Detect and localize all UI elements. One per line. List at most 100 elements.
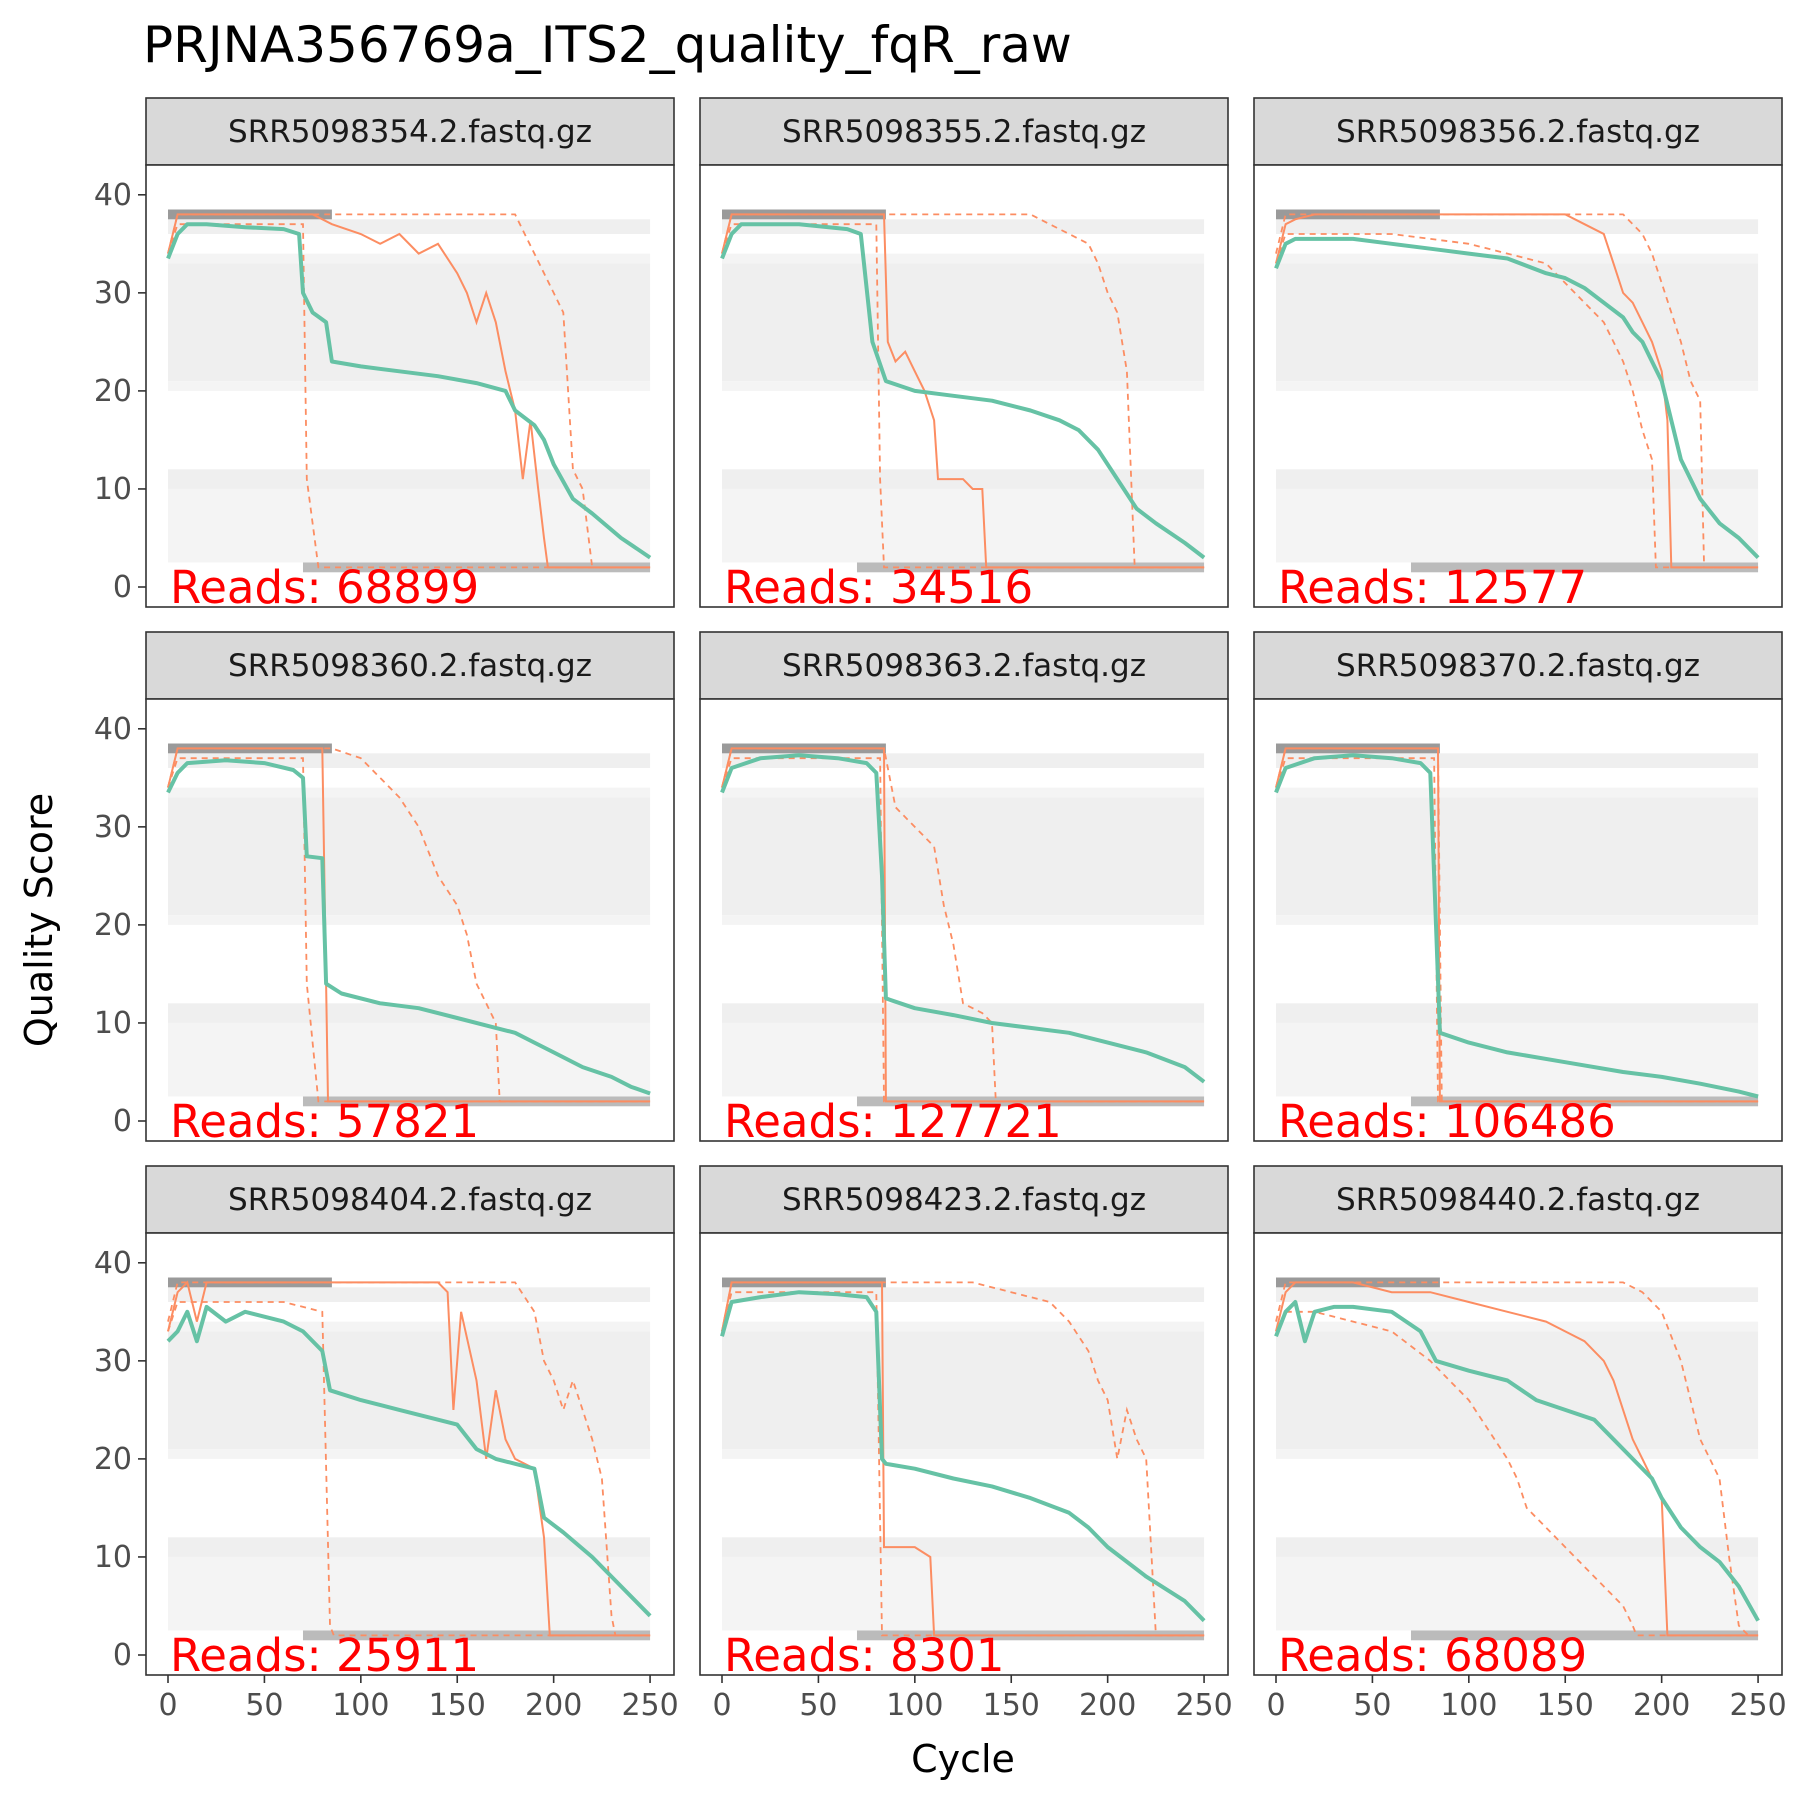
facet-panel: SRR5098440.2.fastq.gz Reads: 68089 0 50 100 1… xyxy=(1253,1165,1787,1723)
panel-border xyxy=(145,698,675,1142)
y-tick-label: 20 xyxy=(94,374,132,409)
y-tick-label: 30 xyxy=(94,810,132,845)
q75-line xyxy=(167,1281,651,1637)
heatmap-band xyxy=(168,753,651,769)
heatmap-band xyxy=(168,253,651,264)
y-tick-label: 30 xyxy=(94,276,132,311)
quality-heatmap xyxy=(722,209,1205,573)
heatmap-band xyxy=(168,488,651,563)
mean-line xyxy=(1274,753,1759,1099)
y-tick-label: 0 xyxy=(113,1638,132,1673)
heatmap-band xyxy=(1276,253,1759,264)
panel-border xyxy=(145,164,675,608)
heatmap-band xyxy=(1276,1287,1759,1303)
heatmap-band xyxy=(722,263,1205,382)
heatmap-band xyxy=(1276,787,1759,798)
mean-line xyxy=(720,753,1206,1084)
panel-border xyxy=(699,1232,1229,1676)
panel-border xyxy=(699,698,1229,1142)
reads-count-label: Reads: 68899 xyxy=(170,561,479,614)
x-tick-label: 150 xyxy=(429,1688,486,1723)
q75-line xyxy=(721,213,1205,569)
y-tick-label: 40 xyxy=(94,1246,132,1281)
heatmap-band xyxy=(1276,488,1759,563)
facet-panel: SRR5098363.2.fastq.gz Reads: 127721 xyxy=(699,631,1229,1148)
facet-strip xyxy=(145,631,675,700)
q75-line xyxy=(721,1281,1205,1637)
q25-line xyxy=(1275,1310,1759,1637)
x-tick-label: 0 xyxy=(1266,1688,1285,1723)
q25-line xyxy=(167,1301,651,1637)
panel-border xyxy=(1253,698,1783,1142)
heatmap-band xyxy=(722,797,1205,916)
median-line xyxy=(1275,1281,1759,1637)
reads-count-label: Reads: 68089 xyxy=(1278,1629,1587,1682)
y-tick-label: 40 xyxy=(94,178,132,213)
quality-heatmap xyxy=(168,1277,651,1641)
reads-count-label: Reads: 8301 xyxy=(724,1629,1005,1682)
heatmap-band xyxy=(1276,1321,1759,1332)
x-tick-label: 200 xyxy=(1079,1688,1136,1723)
y-tick-label: 20 xyxy=(94,1442,132,1477)
reads-count-label: Reads: 25911 xyxy=(170,1629,479,1682)
heatmap-band xyxy=(722,1287,1205,1303)
heatmap-band xyxy=(722,1331,1205,1450)
q25-line xyxy=(721,1291,1205,1637)
heatmap-band xyxy=(168,797,651,916)
facet-strip-label: SRR5098440.2.fastq.gz xyxy=(1336,1182,1700,1218)
median-line xyxy=(1275,747,1759,1103)
quality-heatmap xyxy=(1276,1277,1759,1641)
facet-strip-label: SRR5098404.2.fastq.gz xyxy=(228,1182,592,1218)
facet-strip-label: SRR5098355.2.fastq.gz xyxy=(782,114,1146,150)
quality-heatmap xyxy=(168,209,651,573)
x-tick-label: 100 xyxy=(1440,1688,1497,1723)
facet-panel: SRR5098404.2.fastq.gz Reads: 25911 0 10 20 30… xyxy=(94,1165,679,1723)
heatmap-band xyxy=(168,1449,651,1459)
heatmap-band xyxy=(168,1287,651,1303)
facet-strip xyxy=(1253,1165,1783,1234)
x-tick-label: 0 xyxy=(712,1688,731,1723)
heatmap-band xyxy=(1276,1556,1759,1631)
heatmap-band xyxy=(1276,1537,1759,1557)
mean-line xyxy=(720,1290,1206,1623)
panel-border xyxy=(145,1232,675,1676)
y-tick-label: 10 xyxy=(94,1006,132,1041)
panel-border xyxy=(1253,164,1783,608)
heatmap-band xyxy=(722,1449,1205,1459)
mean-line xyxy=(166,222,652,560)
heatmap-band xyxy=(168,1331,651,1450)
x-tick-label: 0 xyxy=(158,1688,177,1723)
quality-heatmap xyxy=(1276,743,1759,1107)
facet-strip-label: SRR5098354.2.fastq.gz xyxy=(228,114,592,150)
facet-panel: SRR5098370.2.fastq.gz Reads: 106486 xyxy=(1253,631,1783,1148)
heatmap-band xyxy=(722,253,1205,264)
heatmap-band xyxy=(168,1022,651,1097)
x-tick-label: 50 xyxy=(245,1688,283,1723)
facet-strip-label: SRR5098360.2.fastq.gz xyxy=(228,648,592,684)
x-tick-label: 250 xyxy=(621,1688,678,1723)
median-line xyxy=(721,747,1205,1103)
facet-strip-label: SRR5098356.2.fastq.gz xyxy=(1336,114,1700,150)
heatmap-band xyxy=(1276,915,1759,925)
heatmap-band xyxy=(1276,1022,1759,1097)
facet-panels: SRR5098354.2.fastq.gz Reads: 68899 0 10 20 30… xyxy=(94,97,1787,1723)
reads-count-label: Reads: 34516 xyxy=(724,561,1033,614)
heatmap-band xyxy=(722,1022,1205,1097)
x-tick-label: 150 xyxy=(983,1688,1040,1723)
heatmap-band xyxy=(168,1537,651,1557)
facet-strip xyxy=(699,1165,1229,1234)
reads-count-label: Reads: 12577 xyxy=(1278,561,1587,614)
y-tick-label: 10 xyxy=(94,472,132,507)
y-tick-label: 20 xyxy=(94,908,132,943)
y-tick-label: 40 xyxy=(94,712,132,747)
heatmap-band xyxy=(722,1003,1205,1023)
heatmap-band xyxy=(1276,1449,1759,1459)
heatmap-band xyxy=(1276,797,1759,916)
x-tick-label: 250 xyxy=(1175,1688,1232,1723)
facet-strip-label: SRR5098423.2.fastq.gz xyxy=(782,1182,1146,1218)
facet-panel: SRR5098354.2.fastq.gz Reads: 68899 0 10 20 30… xyxy=(94,97,675,614)
facet-strip xyxy=(699,631,1229,700)
y-tick-label: 30 xyxy=(94,1344,132,1379)
q75-line xyxy=(167,213,651,569)
